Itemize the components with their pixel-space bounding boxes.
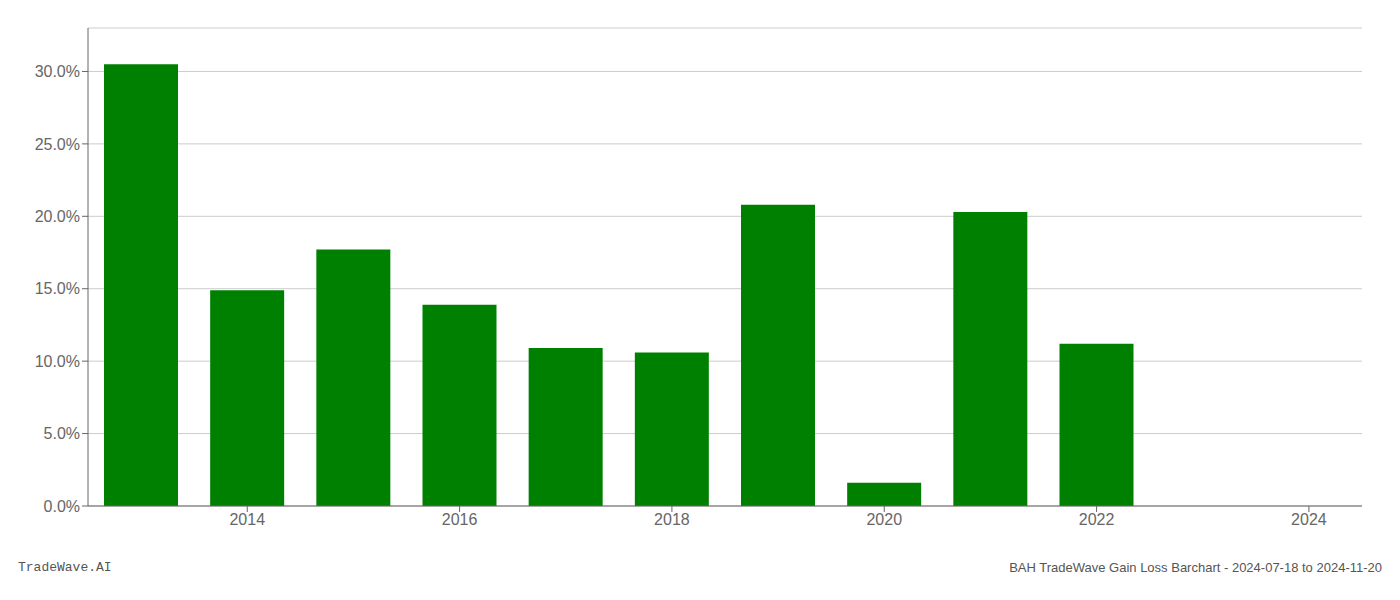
svg-text:2014: 2014 bbox=[229, 511, 265, 528]
svg-text:30.0%: 30.0% bbox=[35, 63, 80, 80]
svg-text:15.0%: 15.0% bbox=[35, 280, 80, 297]
svg-text:10.0%: 10.0% bbox=[35, 353, 80, 370]
svg-text:25.0%: 25.0% bbox=[35, 136, 80, 153]
html-text:TradeWave.AI: TradeWave.AI bbox=[18, 560, 112, 575]
svg-text:2016: 2016 bbox=[442, 511, 478, 528]
svg-text:2022: 2022 bbox=[1079, 511, 1115, 528]
svg-text:0.0%: 0.0% bbox=[44, 498, 80, 515]
svg-text:2018: 2018 bbox=[654, 511, 690, 528]
svg-text:2024: 2024 bbox=[1291, 511, 1327, 528]
svg-text:2020: 2020 bbox=[866, 511, 902, 528]
svg-text:20.0%: 20.0% bbox=[35, 208, 80, 225]
html-text:BAH TradeWave Gain Loss Barcha: BAH TradeWave Gain Loss Barchart - 2024-… bbox=[1009, 560, 1382, 575]
svg-text:5.0%: 5.0% bbox=[44, 425, 80, 442]
